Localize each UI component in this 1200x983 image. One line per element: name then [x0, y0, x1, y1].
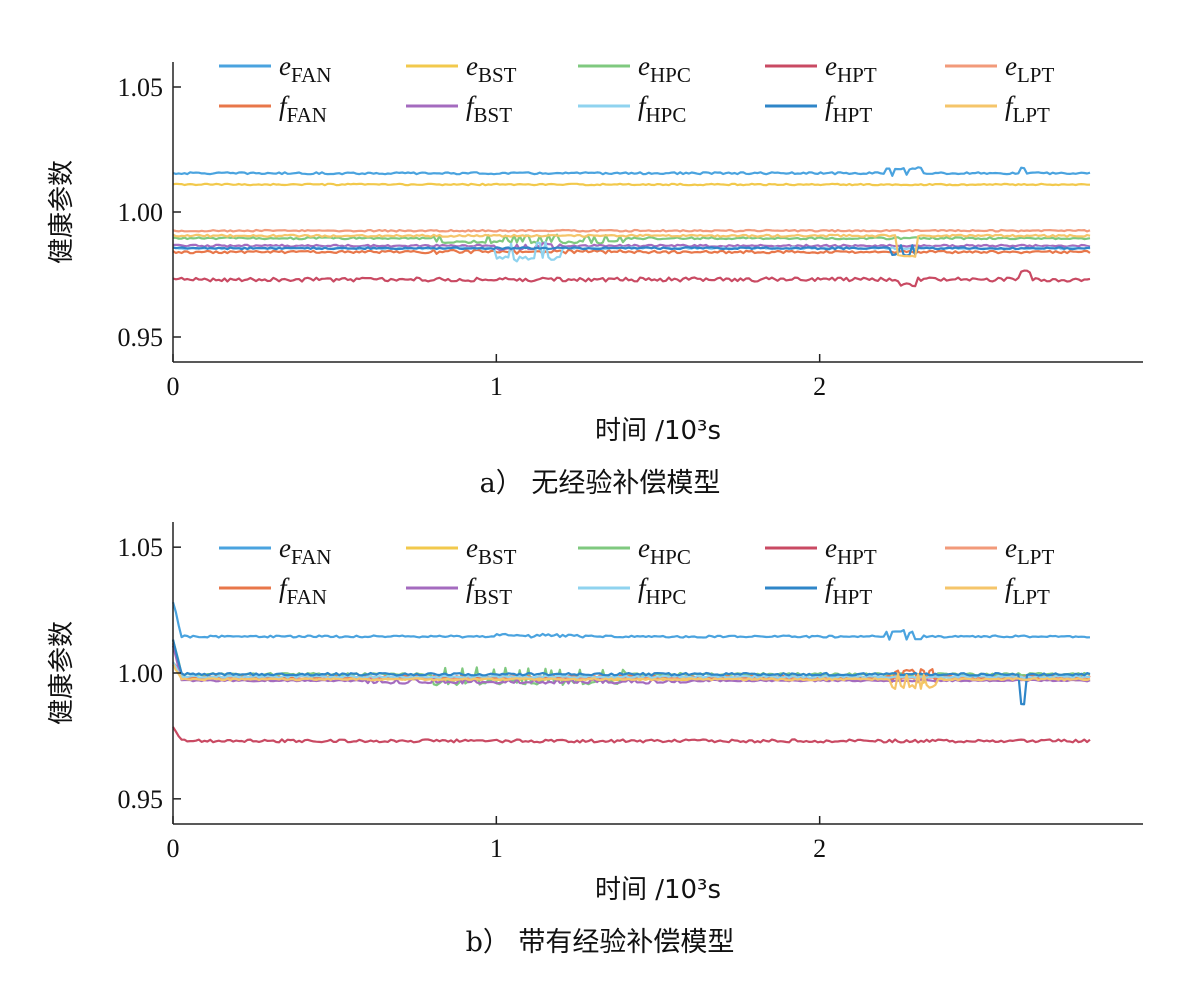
caption-b: b） 带有经验补偿模型 — [466, 927, 735, 958]
legend-label-b-3: eHPT — [825, 533, 877, 569]
series-line-a-e-fan — [172, 166, 1091, 177]
legend-label-b-2: eHPC — [638, 533, 691, 569]
y-axis-label-a: 健康参数 — [47, 160, 77, 264]
x-axis-label-a: 时间 /10³s — [595, 416, 721, 446]
x-tick-label-a-2: 2 — [813, 372, 826, 401]
y-axis-label-b: 健康参数 — [47, 621, 77, 725]
x-tick-label-b-1: 1 — [490, 834, 503, 863]
legend-label-a-8: fHPT — [825, 91, 872, 127]
series-line-a-e-bst — [172, 182, 1090, 187]
legend-label-b-9: fLPT — [1005, 573, 1050, 609]
legend-label-b-0: eFAN — [279, 533, 331, 569]
y-tick-label-a-0: 0.95 — [118, 323, 164, 352]
series-line-a-f-lpt — [172, 233, 1091, 258]
y-tick-label-a-1: 1.00 — [118, 198, 164, 227]
x-axis-label-b: 时间 /10³s — [595, 875, 721, 905]
y-tick-label-b-1: 1.00 — [118, 659, 164, 688]
legend-label-b-1: eBST — [466, 533, 517, 569]
series-line-a-e-lpt — [172, 228, 1091, 233]
legend-label-a-2: eHPC — [638, 51, 691, 87]
series-layer-b — [171, 601, 1091, 744]
y-tick-label-b-0: 0.95 — [118, 785, 164, 814]
caption-a: a） 无经验补偿模型 — [480, 468, 721, 499]
legend-label-a-6: fBST — [466, 91, 512, 127]
legend-label-a-5: fFAN — [279, 91, 327, 127]
series-line-b-f-hpc — [172, 661, 1091, 679]
legend-label-a-7: fHPC — [638, 91, 686, 127]
series-line-b-e-fan — [171, 601, 1091, 641]
x-tick-label-a-0: 0 — [167, 372, 180, 401]
panel-b: 0 1 2 0.95 1.00 1.05 eFAN eBST eHPC eHPT eLPT fFAN… — [47, 522, 1143, 958]
legend-label-b-4: eLPT — [1005, 533, 1054, 569]
ticks-b: 0 1 2 0.95 1.00 1.05 — [118, 533, 827, 863]
y-tick-label-a-2: 1.05 — [118, 73, 164, 102]
series-line-b-f-hpt — [171, 639, 1091, 706]
series-line-a-f-hpt — [172, 244, 1091, 257]
legend-label-b-6: fBST — [466, 573, 512, 609]
y-tick-label-b-2: 1.05 — [118, 533, 164, 562]
legend-label-a-1: eBST — [466, 51, 517, 87]
legend-label-a-3: eHPT — [825, 51, 877, 87]
legend-label-a-9: fLPT — [1005, 91, 1050, 127]
legend-a: eFAN eBST eHPC eHPT eLPT fFAN fBST fHPC fHPT fLPT — [219, 51, 1054, 127]
legend-label-b-8: fHPT — [825, 573, 872, 609]
panel-a: 0 1 2 0.95 1.00 1.05 eFAN eBST eHPC eHPT eLPT fFAN… — [47, 51, 1143, 499]
series-line-b-e-hpt — [172, 726, 1091, 744]
x-tick-label-b-2: 2 — [813, 834, 826, 863]
series-line-a-e-hpc — [172, 233, 1091, 245]
legend-b: eFAN eBST eHPC eHPT eLPT fFAN fBST fHPC fHPT fLPT — [219, 533, 1054, 609]
x-tick-label-b-0: 0 — [167, 834, 180, 863]
series-line-b-f-lpt — [172, 663, 1091, 691]
series-layer-a — [172, 166, 1091, 288]
ticks-a: 0 1 2 0.95 1.00 1.05 — [118, 73, 827, 401]
legend-label-a-4: eLPT — [1005, 51, 1054, 87]
x-tick-label-a-1: 1 — [490, 372, 503, 401]
legend-label-a-0: eFAN — [279, 51, 331, 87]
legend-label-b-7: fHPC — [638, 573, 686, 609]
legend-label-b-5: fFAN — [279, 573, 327, 609]
series-line-a-f-fan — [172, 248, 1091, 255]
series-line-a-e-hpt — [172, 269, 1091, 288]
